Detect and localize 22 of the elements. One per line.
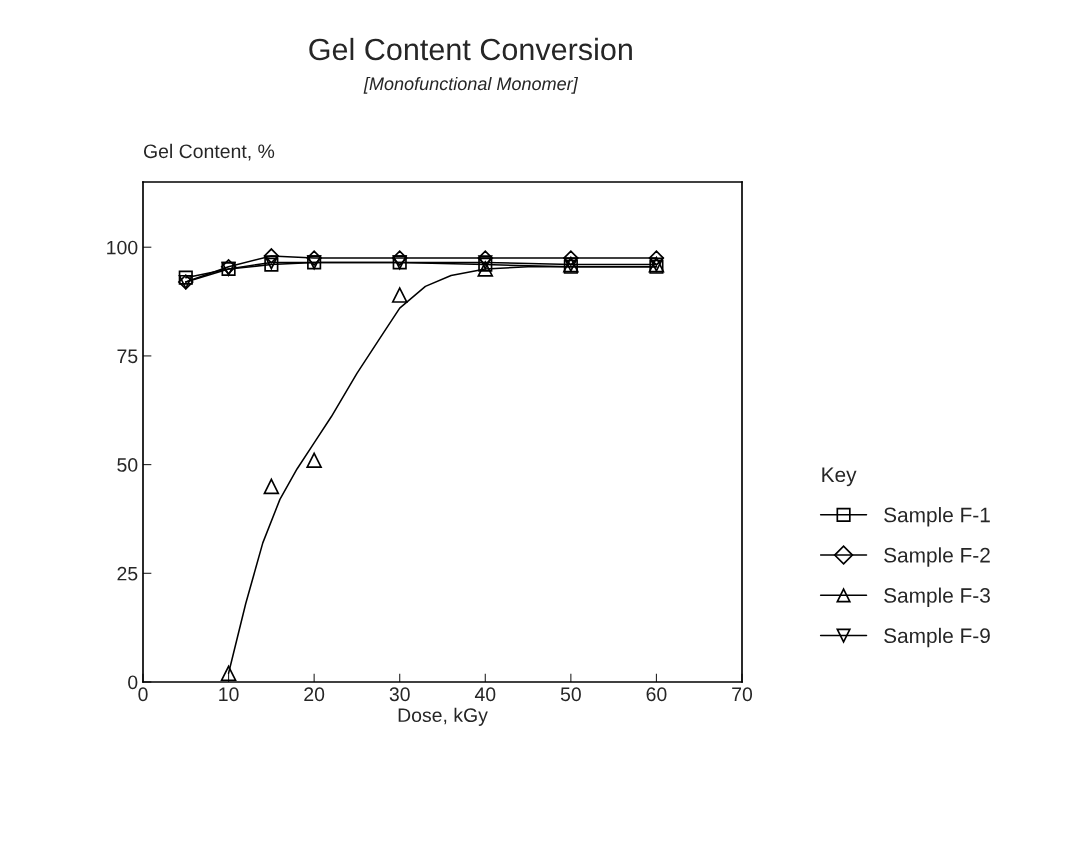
x-axis-title: Dose, kGy bbox=[398, 707, 488, 726]
legend-label: Sample F-1 bbox=[884, 507, 990, 527]
y-tick-label: 100 bbox=[107, 240, 138, 255]
x-tick-label: 20 bbox=[304, 687, 325, 702]
x-tick-label: 10 bbox=[219, 687, 239, 702]
chart-title: Gel Content Conversion bbox=[309, 37, 632, 61]
x-tick-label: 30 bbox=[389, 687, 410, 702]
chart-subtitle: [Monofunctional Monomer] bbox=[363, 76, 579, 94]
x-tick-label: 50 bbox=[560, 687, 581, 702]
legend-label: Sample F-3 bbox=[884, 587, 990, 607]
y-axis-title: Gel Content, % bbox=[143, 143, 275, 161]
x-tick-label: 40 bbox=[474, 687, 496, 702]
x-tick-label: 70 bbox=[732, 687, 753, 702]
y-tick-label: 75 bbox=[117, 349, 138, 364]
y-tick-label: 25 bbox=[117, 566, 138, 581]
legend-label: Sample F-9 bbox=[884, 627, 990, 648]
y-tick-label: 50 bbox=[117, 458, 138, 472]
legend-label: Sample F-2 bbox=[884, 547, 990, 567]
x-tick-label: 60 bbox=[646, 687, 667, 702]
y-tick-label: 0 bbox=[128, 675, 138, 690]
x-tick-label: 0 bbox=[138, 687, 148, 702]
legend-title: Key bbox=[822, 467, 857, 487]
